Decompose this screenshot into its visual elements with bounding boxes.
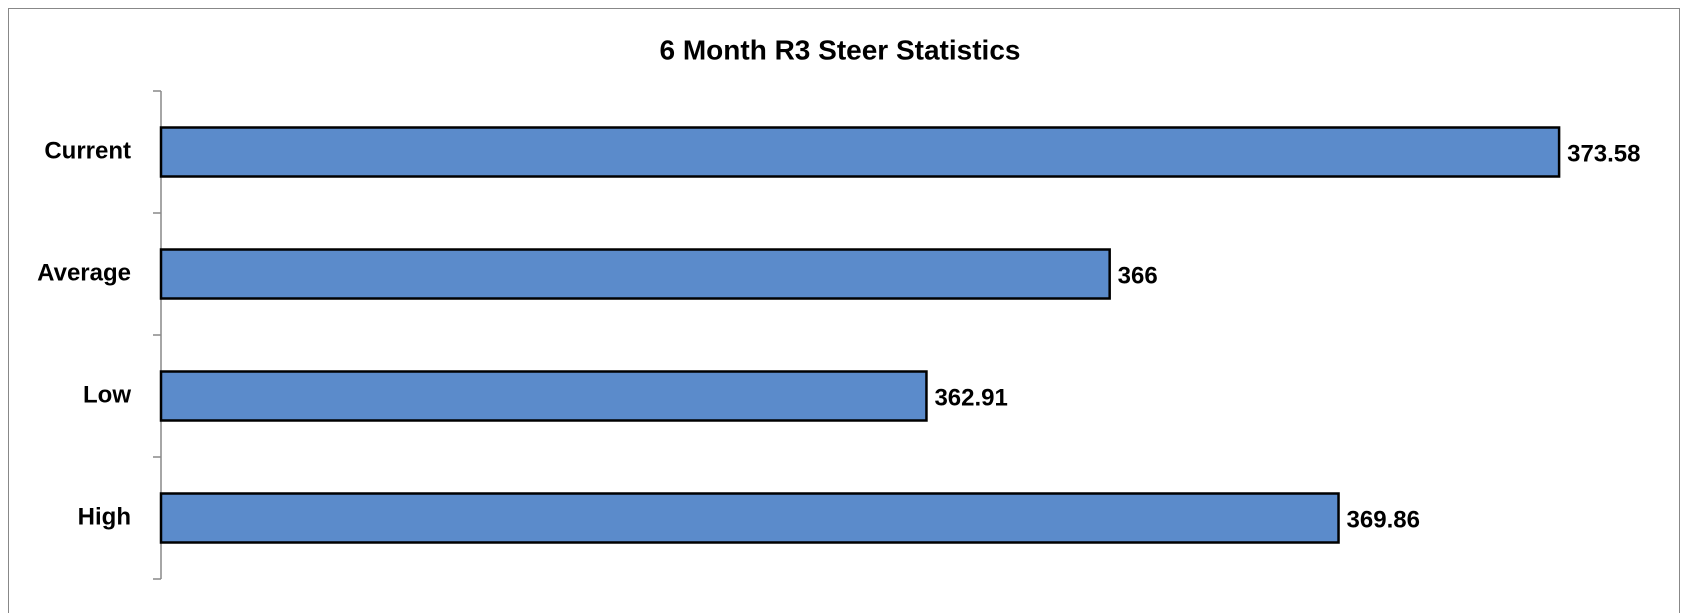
y-tick-label: Low xyxy=(83,381,131,408)
bar xyxy=(159,126,1561,178)
y-tick-label: Average xyxy=(37,259,131,286)
value-label: 373.58 xyxy=(1567,140,1640,167)
bar xyxy=(159,248,1111,300)
value-label: 369.86 xyxy=(1347,506,1420,533)
bar xyxy=(159,492,1340,544)
y-tick-label: High xyxy=(78,503,131,530)
value-label: 366 xyxy=(1118,262,1158,289)
bar xyxy=(159,370,928,422)
chart-title: 6 Month R3 Steer Statistics xyxy=(660,34,1021,65)
value-label: 362.91 xyxy=(934,384,1007,411)
y-tick-label: Current xyxy=(44,137,131,164)
